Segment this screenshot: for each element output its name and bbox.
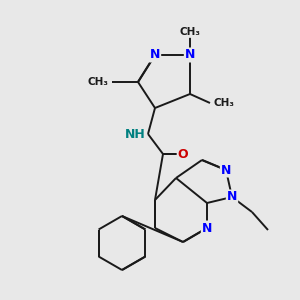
Text: CH₃: CH₃ xyxy=(87,77,108,87)
Text: O: O xyxy=(178,148,188,160)
Text: NH: NH xyxy=(125,128,146,140)
Text: N: N xyxy=(227,190,237,203)
Text: N: N xyxy=(202,221,212,235)
Text: N: N xyxy=(150,49,160,62)
Text: CH₃: CH₃ xyxy=(179,27,200,37)
Text: N: N xyxy=(221,164,231,176)
Text: CH₃: CH₃ xyxy=(214,98,235,108)
Text: N: N xyxy=(185,49,195,62)
